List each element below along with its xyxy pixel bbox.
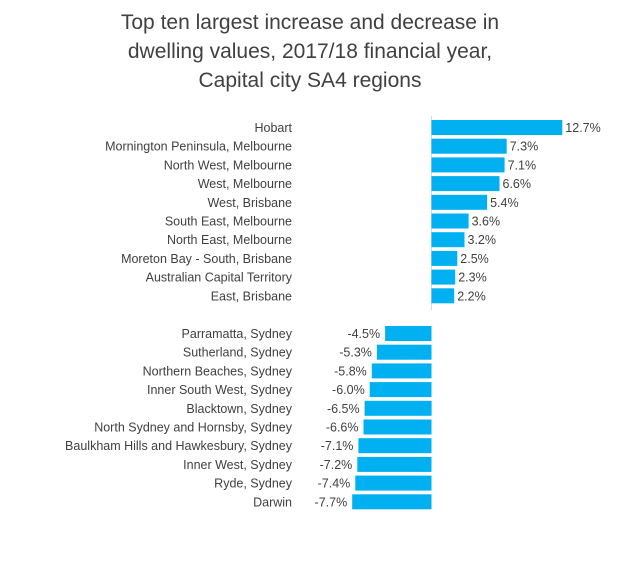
category-label: North Sydney and Hornsby, Sydney xyxy=(94,421,293,435)
data-label: -5.8% xyxy=(334,364,367,378)
chart-title-line-3: Capital city SA4 regions xyxy=(198,69,422,92)
bar xyxy=(431,288,455,304)
category-label: South East, Melbourne xyxy=(165,215,292,229)
category-label: Inner West, Sydney xyxy=(183,458,293,472)
data-label: -7.4% xyxy=(318,477,351,491)
data-label: 5.4% xyxy=(490,196,518,210)
data-label: 3.6% xyxy=(472,215,501,229)
category-label: Moreton Bay - South, Brisbane xyxy=(121,252,292,266)
bar xyxy=(431,269,456,285)
data-label: 2.5% xyxy=(460,252,489,266)
chart-title: Top ten largest increase and decrease in… xyxy=(0,8,620,95)
data-label: -4.5% xyxy=(347,327,380,341)
category-label: Northern Beaches, Sydney xyxy=(143,364,293,378)
bar xyxy=(431,157,505,173)
data-label: 2.3% xyxy=(458,271,487,285)
data-label: -6.5% xyxy=(327,402,360,416)
bar xyxy=(355,475,432,491)
data-label: -7.1% xyxy=(321,439,354,453)
bar xyxy=(431,176,500,192)
category-label: East, Brisbane xyxy=(211,289,292,303)
category-label: Ryde, Sydney xyxy=(214,477,293,491)
data-label: -6.0% xyxy=(332,383,365,397)
data-label: -6.6% xyxy=(326,421,359,435)
category-label: North West, Melbourne xyxy=(164,158,292,172)
category-label: Parramatta, Sydney xyxy=(182,327,293,341)
category-label: Inner South West, Sydney xyxy=(147,383,293,397)
category-label: West, Melbourne xyxy=(198,177,292,191)
bar xyxy=(358,438,432,454)
category-label: Darwin xyxy=(253,495,292,509)
data-label: 2.2% xyxy=(457,289,486,303)
bar xyxy=(431,232,465,248)
category-label: Australian Capital Territory xyxy=(146,271,293,285)
category-label: Blacktown, Sydney xyxy=(186,402,292,416)
data-label: -5.3% xyxy=(339,346,372,360)
data-label: 7.1% xyxy=(508,158,536,172)
bar xyxy=(363,419,432,435)
category-label: Sutherland, Sydney xyxy=(183,346,293,360)
category-label: North East, Melbourne xyxy=(167,233,292,247)
data-label: 3.2% xyxy=(468,233,497,247)
chart-title-line-2: dwelling values, 2017/18 financial year, xyxy=(127,40,493,63)
category-label: Baulkham Hills and Hawkesbury, Sydney xyxy=(65,439,293,453)
bar xyxy=(431,138,507,154)
bar xyxy=(431,194,488,210)
bar xyxy=(376,344,432,360)
bar xyxy=(364,400,432,416)
bar xyxy=(431,250,458,266)
category-label: West, Brisbane xyxy=(207,196,292,210)
bar xyxy=(371,363,432,379)
data-label: 6.6% xyxy=(503,177,532,191)
data-label: 12.7% xyxy=(565,121,600,135)
bar xyxy=(369,382,432,398)
bar xyxy=(352,494,432,510)
bar xyxy=(385,326,432,341)
category-label: Hobart xyxy=(254,121,292,135)
data-label: 7.3% xyxy=(510,140,539,154)
chart-title-line-1: Top ten largest increase and decrease in xyxy=(120,11,500,34)
bar xyxy=(431,213,469,229)
bar xyxy=(431,120,563,135)
bar xyxy=(357,456,432,472)
data-label: -7.7% xyxy=(315,495,348,509)
category-label: Mornington Peninsula, Melbourne xyxy=(105,140,292,154)
data-label: -7.2% xyxy=(320,458,353,472)
